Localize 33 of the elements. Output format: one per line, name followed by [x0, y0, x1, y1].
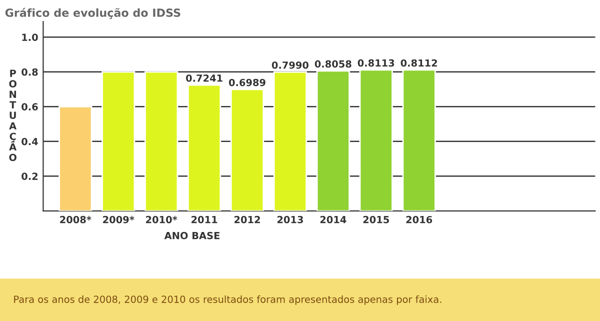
x-tick-label: 2011	[192, 216, 218, 224]
data-label: 0.8113	[358, 59, 394, 67]
data-label: 0.8058	[314, 60, 352, 68]
y-tick-label: 0.4	[22, 138, 38, 146]
bar	[316, 70, 350, 211]
bar	[230, 88, 264, 211]
data-label: 0.7241	[186, 74, 222, 82]
text: PONTUAÇÃO	[9, 70, 17, 162]
bar	[187, 84, 222, 211]
text: Para os anos de 2008, 2009 e 2010 os resultados foram apresentados apenas por faixa.	[14, 295, 442, 305]
data-label: 0.6989	[228, 78, 266, 86]
bar	[144, 71, 178, 211]
x-tick-label: 2016	[406, 216, 432, 224]
bar	[58, 106, 92, 211]
data-label: 0.8112	[400, 59, 437, 67]
data-label: 0.7990	[272, 61, 308, 69]
y-tick-label: 1.0	[22, 34, 38, 41]
x-tick-label: 2015	[363, 216, 389, 224]
y-tick-label: 0.6	[22, 103, 38, 110]
bar	[402, 69, 436, 211]
x-tick-label: 2012	[234, 216, 260, 224]
x-tick-label: 2008*	[60, 216, 92, 224]
x-tick-label: 2009*	[103, 216, 134, 224]
chart-title: Gráfico de evolução do IDSS	[5, 8, 180, 19]
bar	[359, 69, 393, 211]
x-tick-label: 2014	[320, 216, 346, 224]
x-tick-label: 2013	[277, 216, 303, 224]
y-tick-label: 0.2	[22, 172, 38, 180]
x-axis-title: ANO BASE	[164, 232, 220, 240]
bar	[273, 71, 308, 211]
y-tick-label: 0.8	[22, 68, 38, 76]
x-tick-label: 2010*	[146, 216, 178, 224]
bar	[102, 71, 136, 211]
